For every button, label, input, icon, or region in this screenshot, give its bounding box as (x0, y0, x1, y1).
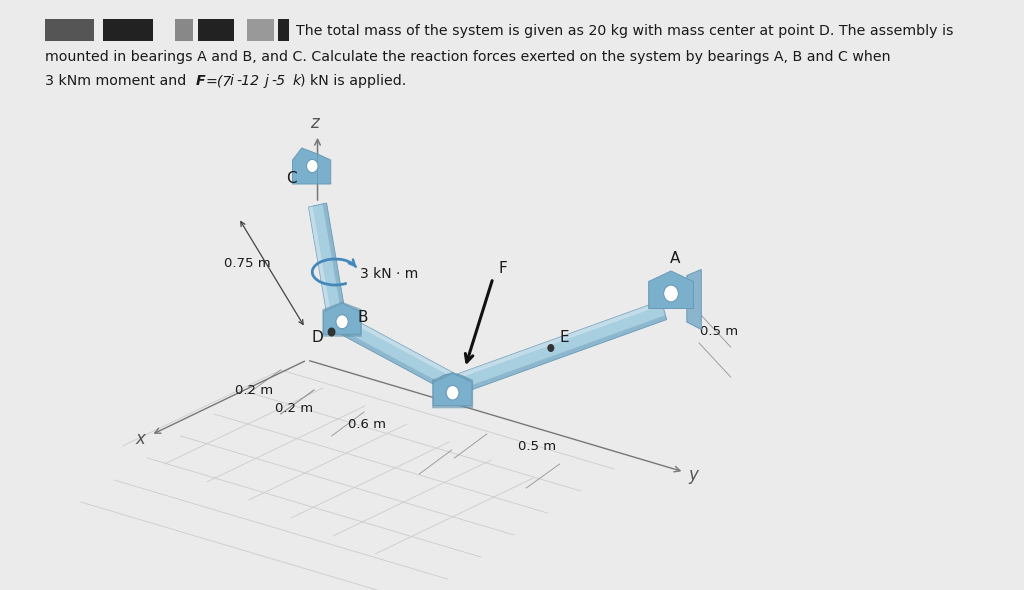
Text: D: D (311, 330, 323, 345)
Text: ) kN is applied.: ) kN is applied. (300, 74, 407, 88)
Text: 3 kN · m: 3 kN · m (359, 267, 418, 281)
Text: 0.2 m: 0.2 m (274, 402, 313, 415)
Polygon shape (323, 301, 361, 337)
Ellipse shape (440, 374, 468, 386)
Text: k: k (292, 74, 300, 88)
Polygon shape (337, 314, 454, 391)
Polygon shape (433, 373, 472, 406)
FancyBboxPatch shape (45, 19, 94, 41)
Circle shape (306, 159, 318, 173)
Polygon shape (308, 203, 345, 315)
Circle shape (664, 285, 678, 302)
FancyBboxPatch shape (175, 19, 194, 41)
Polygon shape (324, 303, 360, 335)
Text: -12: -12 (237, 74, 259, 88)
Text: j: j (264, 74, 268, 88)
Text: 0.2 m: 0.2 m (236, 384, 273, 397)
Text: A: A (671, 251, 681, 266)
Circle shape (446, 385, 459, 400)
Text: x: x (135, 430, 145, 448)
Text: -5: -5 (271, 74, 286, 88)
Polygon shape (308, 206, 331, 315)
Polygon shape (337, 328, 447, 391)
Text: mounted in bearings A and B, and C. Calculate the reaction forces exerted on the: mounted in bearings A and B, and C. Calc… (45, 50, 891, 64)
Text: =(7: =(7 (206, 74, 231, 88)
Polygon shape (317, 154, 331, 184)
FancyBboxPatch shape (279, 19, 289, 41)
Polygon shape (456, 300, 663, 379)
Text: y: y (688, 466, 698, 484)
FancyBboxPatch shape (198, 19, 233, 41)
FancyBboxPatch shape (103, 19, 153, 41)
Polygon shape (323, 203, 345, 312)
Polygon shape (432, 372, 473, 408)
Text: F: F (499, 261, 507, 276)
Text: z: z (309, 114, 318, 132)
Text: B: B (357, 310, 369, 325)
Text: 0.75 m: 0.75 m (224, 257, 270, 270)
Text: 0.6 m: 0.6 m (348, 418, 386, 431)
Circle shape (328, 327, 336, 336)
Text: E: E (560, 330, 569, 345)
Text: 3 kNm moment and: 3 kNm moment and (45, 74, 190, 88)
Polygon shape (648, 271, 693, 309)
Circle shape (548, 344, 554, 352)
Text: F: F (196, 74, 206, 88)
Text: 0.5 m: 0.5 m (518, 440, 556, 453)
Text: C: C (286, 171, 297, 186)
Text: i: i (229, 74, 233, 88)
Polygon shape (456, 300, 667, 394)
Polygon shape (342, 314, 454, 377)
Circle shape (336, 314, 348, 329)
FancyBboxPatch shape (247, 19, 274, 41)
Text: 0.5 m: 0.5 m (700, 325, 738, 338)
Polygon shape (460, 315, 667, 394)
Polygon shape (687, 270, 701, 329)
Polygon shape (293, 148, 317, 184)
Text: The total mass of the system is given as 20 kg with mass center at point D. The : The total mass of the system is given as… (296, 24, 954, 38)
